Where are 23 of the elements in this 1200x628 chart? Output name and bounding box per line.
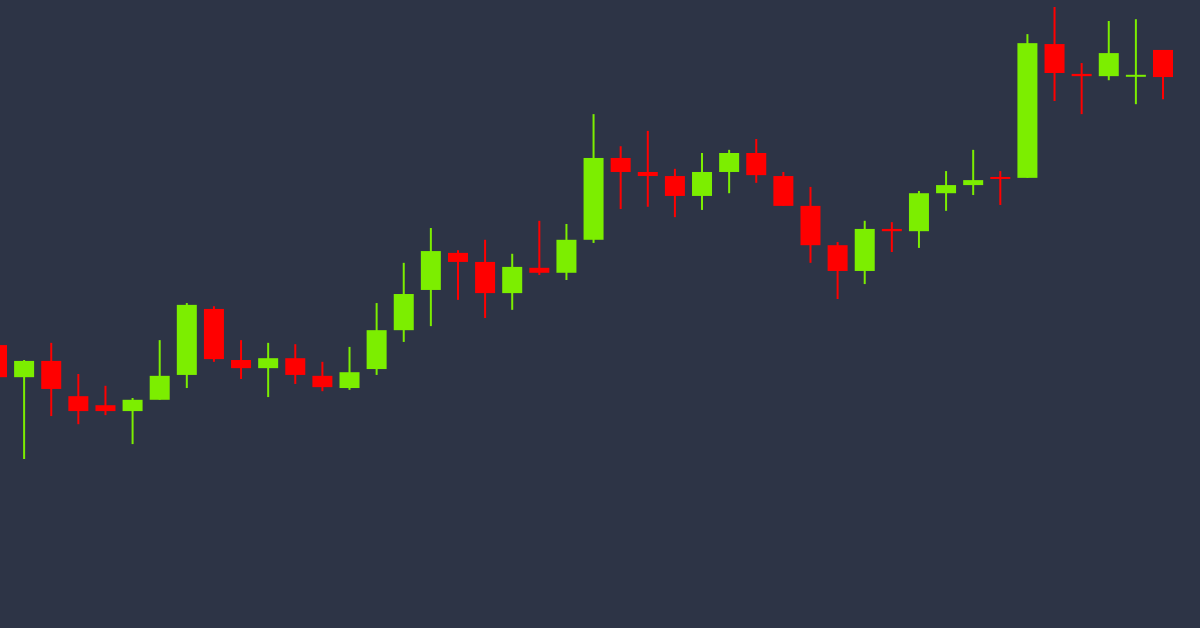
candlestick [312,360,333,393]
candlestick [447,249,468,301]
candlestick [339,345,360,391]
candlestick [692,152,713,211]
candlestick [285,343,306,385]
candlestick [637,129,658,208]
candlestick [936,170,957,212]
candlestick [149,339,170,401]
candlestick [990,170,1011,206]
candlestick [231,339,252,380]
candlestick [529,219,550,277]
candlestick [258,341,279,399]
candlestick [746,137,767,184]
candlestick [1098,20,1119,82]
candlestick [664,167,685,219]
candlestick [68,373,89,426]
candlestick [963,148,984,197]
candlestick [122,396,143,446]
candlestick [1125,18,1146,106]
candlestick [719,148,740,195]
candlestick [610,145,631,211]
candlestick [95,384,116,417]
candlestick [14,359,35,460]
